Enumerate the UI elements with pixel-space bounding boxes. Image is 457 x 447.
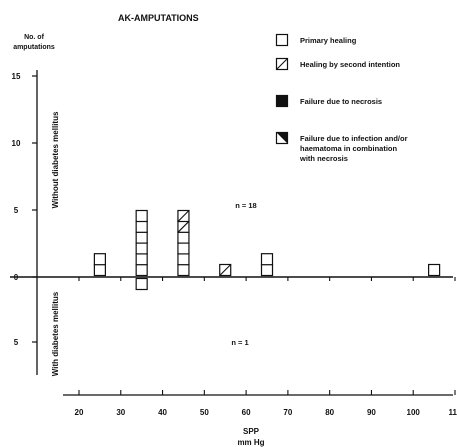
data-point-primary: [135, 242, 148, 255]
x-tick-label: 100: [407, 408, 421, 417]
symbol-box: [93, 263, 106, 277]
legend-symbol-primary: [275, 33, 289, 47]
symbol-box: [428, 263, 441, 277]
data-point-primary: [177, 242, 190, 255]
legend-symbol-necrosis: [275, 94, 289, 108]
data-point-second: [219, 263, 232, 277]
y-tick-label-bottom: 5: [14, 338, 19, 347]
n-label-bottom: n = 1: [231, 338, 248, 347]
data-point-primary: [135, 209, 148, 223]
symbol-fill: [275, 94, 289, 108]
symbol-box: [135, 231, 148, 244]
y-tick-label-top: 10: [12, 139, 21, 148]
x-tick-label: 60: [242, 408, 251, 417]
legend-item-necrosis: Failure due to necrosis: [275, 94, 382, 108]
symbol-box: [135, 220, 148, 233]
chart-title: AK-AMPUTATIONS: [118, 13, 199, 23]
symbol-box: [135, 263, 148, 277]
x-tick-label: 20: [75, 408, 84, 417]
symbol-box: [260, 263, 274, 277]
data-point-primary: [260, 263, 274, 277]
symbol-box: [275, 33, 289, 47]
data-point-primary: [135, 263, 148, 277]
legend-symbol-second: [275, 57, 289, 71]
x-axis-label-line-2: mm Hg: [237, 438, 264, 447]
data-point-primary: [177, 231, 190, 244]
legend-symbol-infection: [275, 131, 289, 145]
y-axis-label-line-2: amputations: [13, 44, 55, 51]
symbol-diagonal: [177, 210, 190, 222]
symbol-box: [177, 253, 190, 266]
panel-label-without-diabetes: Without diabetes mellitus: [51, 111, 60, 208]
symbol-box: [177, 231, 190, 244]
data-point-primary: [428, 263, 441, 277]
symbol-diagonal: [219, 264, 232, 276]
data-point-primary: [177, 263, 190, 277]
legend-label-infection: with necrosis: [299, 154, 348, 163]
legend-label-necrosis: Failure due to necrosis: [300, 97, 382, 106]
data-point-primary: [93, 263, 106, 277]
x-tick-label: 110: [449, 408, 457, 417]
y-axis-label-line-1: No. of: [24, 34, 44, 41]
data-point-primary: [135, 231, 148, 244]
data-point-primary: [177, 253, 190, 266]
legend-item-infection: Failure due to infection and/orhaematoma…: [275, 131, 408, 163]
data-point-primary: [135, 253, 148, 266]
axes: 15105052030405060708090100110: [10, 70, 457, 417]
panel-label-with-diabetes: With diabetes mellitus: [51, 291, 60, 376]
symbol-box: [135, 242, 148, 255]
data-point-second: [177, 220, 190, 233]
symbol-box: [135, 277, 148, 291]
data-point-primary: [135, 220, 148, 233]
legend-label-primary: Primary healing: [300, 36, 357, 45]
symbol-box: [135, 209, 148, 223]
symbol-box: [135, 253, 148, 266]
x-tick-label: 80: [325, 408, 334, 417]
legend-label-second: Healing by second intention: [300, 60, 400, 69]
data-point-primary: [93, 253, 106, 266]
legend-label-infection: haematoma in combination: [300, 144, 398, 153]
symbol-box: [93, 253, 106, 266]
data-point-primary: [260, 253, 274, 266]
y-tick-label-top: 5: [14, 206, 19, 215]
x-tick-label: 50: [200, 408, 209, 417]
data-marks: [93, 209, 441, 291]
symbol-box: [260, 253, 274, 266]
symbol-diagonal: [177, 220, 190, 233]
legend-item-second: Healing by second intention: [275, 57, 400, 71]
legend-label-infection: Failure due to infection and/or: [300, 134, 408, 143]
x-axis-label-line-1: SPP: [243, 427, 260, 436]
data-point-second: [177, 209, 190, 223]
x-tick-label: 40: [158, 408, 167, 417]
x-tick-label: 30: [116, 408, 125, 417]
symbol-box: [177, 263, 190, 277]
symbol-half-fill: [276, 132, 288, 144]
data-point-primary: [135, 277, 148, 291]
n-label-top: n = 18: [235, 201, 256, 210]
legend-item-primary: Primary healing: [275, 33, 357, 47]
legend: Primary healing Healing by second intenti…: [275, 33, 408, 163]
x-tick-label: 90: [367, 408, 376, 417]
y-tick-label-top: 15: [12, 72, 21, 81]
symbol-diagonal: [276, 58, 288, 70]
symbol-box: [177, 242, 190, 255]
x-tick-label: 70: [283, 408, 292, 417]
y-tick-label-top: 0: [14, 273, 19, 282]
